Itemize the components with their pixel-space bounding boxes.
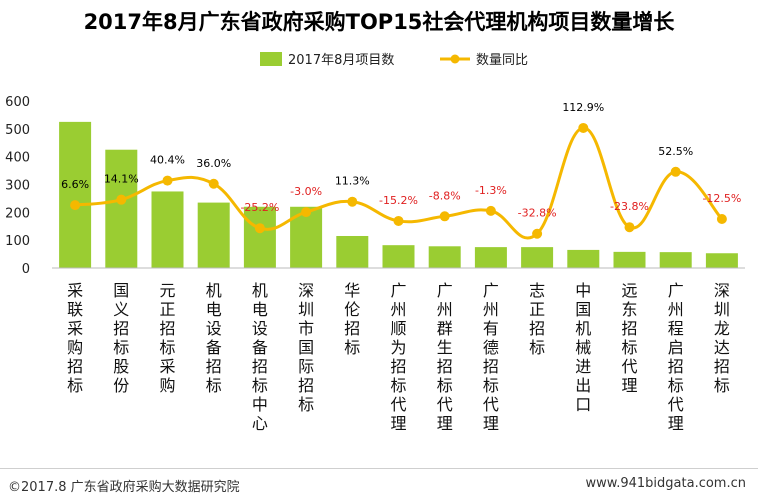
x-tick-label: 华伦招标: [344, 281, 360, 357]
x-tick-label: 采联采购招标: [67, 281, 83, 395]
x-tick-label: 深圳市国际招标: [298, 281, 314, 414]
line-point: [162, 175, 173, 186]
y-tick-label: 500: [5, 123, 30, 138]
bar: [428, 246, 461, 268]
line-point: [716, 213, 727, 224]
line-point: [301, 207, 312, 218]
footer-copyright: ©2017.8 广东省政府采购大数据研究院: [8, 480, 240, 495]
y-tick-label: 600: [5, 95, 30, 110]
x-tick-label: 深圳龙达招标: [714, 281, 730, 395]
x-tick-label: 广州程启招标代理: [668, 281, 684, 433]
x-tick-label: 机电设备招标中心: [252, 281, 268, 433]
data-label: -23.8%: [610, 200, 649, 213]
bar: [705, 253, 738, 268]
x-axis: 采联采购招标 国义招标股份 元正招标采购 机电设备招标 机电设备招标中心 深圳市国际招标 华…: [67, 281, 730, 433]
legend-bar-label: 2017年8月项目数: [288, 53, 394, 68]
data-label: 112.9%: [562, 101, 604, 114]
line-point: [208, 178, 219, 189]
line-point: [347, 196, 358, 207]
bar: [59, 121, 92, 268]
line-series: [70, 122, 727, 240]
bar: [659, 252, 692, 268]
data-label: 11.3%: [335, 175, 370, 188]
x-tick-label: 广州顺为招标代理: [390, 281, 406, 433]
line-point: [439, 211, 450, 222]
x-tick-label: 广州群生招标代理: [437, 281, 453, 433]
line-point: [624, 222, 635, 233]
footer-divider: [0, 468, 758, 469]
bar: [613, 251, 646, 268]
y-tick-label: 100: [5, 234, 30, 249]
data-label: -3.0%: [290, 185, 322, 198]
bar: [382, 245, 415, 268]
x-tick-label: 中国机械进出口: [575, 281, 591, 414]
footer-url[interactable]: www.941bidgata.com.cn: [585, 476, 746, 491]
data-label: -1.3%: [475, 184, 507, 197]
bar: [521, 247, 554, 268]
legend-line-label: 数量同比: [476, 53, 528, 68]
y-tick-label: 300: [5, 179, 30, 194]
data-label: -25.2%: [240, 201, 279, 214]
x-tick-label: 国义招标股份: [113, 281, 129, 395]
bar: [243, 206, 276, 268]
data-label: -8.8%: [429, 189, 461, 202]
line-point: [70, 200, 81, 211]
data-label: -15.2%: [379, 194, 418, 207]
data-label: 40.4%: [150, 154, 185, 167]
line-point: [532, 228, 543, 239]
bar: [567, 249, 600, 268]
legend-line-marker: [450, 54, 460, 64]
y-axis: 0 100 200 300 400 500 600: [5, 95, 30, 277]
chart: 2017年8月项目数 数量同比 0 100 200 300 400 500 600 6.6%…: [5, 52, 745, 433]
bar: [336, 235, 369, 268]
data-label: 52.5%: [658, 145, 693, 158]
line-point: [116, 194, 127, 205]
chart-title: 2017年8月广东省政府采购TOP15社会代理机构项目数量增长: [83, 10, 675, 34]
data-label: 6.6%: [61, 178, 89, 191]
y-tick-label: 200: [5, 206, 30, 221]
line-point: [393, 215, 404, 226]
bar: [474, 247, 507, 268]
bar: [105, 149, 138, 268]
data-labels: 6.6% 14.1% 40.4% 36.0% -25.2% -3.0% 11.3% -15.2…: [61, 101, 741, 220]
bar: [197, 202, 230, 268]
x-tick-label: 志正招标: [529, 281, 545, 357]
data-label: 14.1%: [104, 173, 139, 186]
y-tick-label: 0: [22, 262, 30, 277]
data-label: 36.0%: [196, 157, 231, 170]
x-tick-label: 远东招标代理: [621, 281, 637, 395]
bar: [151, 191, 184, 268]
x-tick-label: 机电设备招标: [206, 281, 222, 395]
line-point: [254, 223, 265, 234]
data-label: -12.5%: [702, 192, 741, 205]
legend: 2017年8月项目数 数量同比: [260, 52, 528, 68]
line-point: [578, 122, 589, 133]
legend-bar-swatch: [260, 52, 282, 66]
line-point: [485, 205, 496, 216]
x-tick-label: 元正招标采购: [159, 281, 175, 395]
line-point: [670, 166, 681, 177]
bar-series: [59, 121, 738, 268]
y-tick-label: 400: [5, 151, 30, 166]
x-tick-label: 广州有德招标代理: [483, 281, 499, 433]
data-label: -32.8%: [518, 207, 557, 220]
